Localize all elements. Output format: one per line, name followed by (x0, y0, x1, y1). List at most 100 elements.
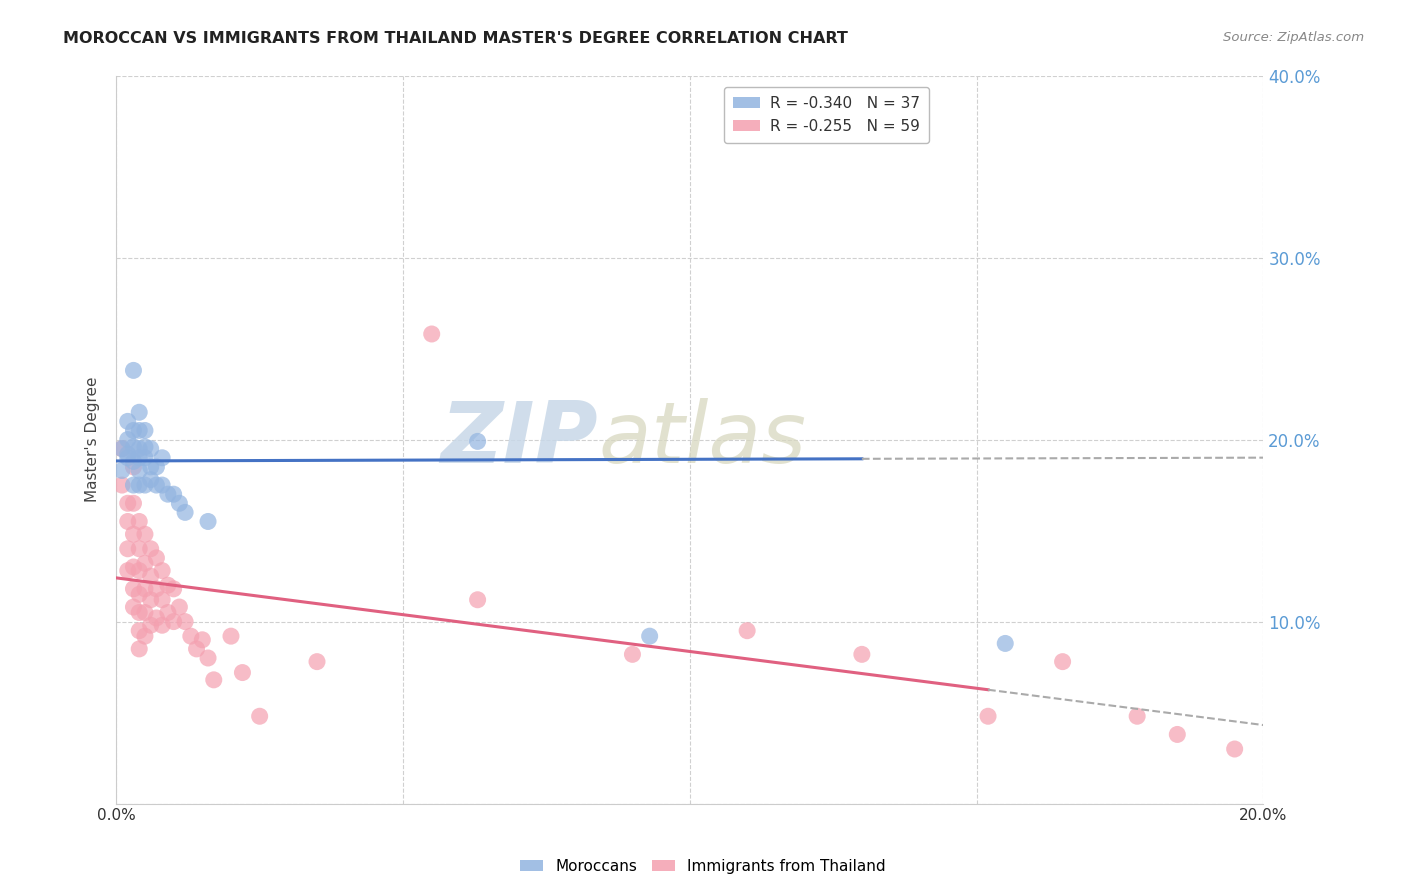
Point (122, 496, 145, 510)
Point (139, 473, 162, 487)
Point (839, 90, 862, 104)
Point (117, 515, 139, 529)
Point (128, 541, 150, 556)
Point (1126, 709, 1149, 723)
Point (117, 541, 139, 556)
Point (122, 440, 145, 454)
Point (180, 629, 202, 643)
Point (162, 615, 184, 629)
Point (128, 424, 150, 438)
Point (122, 560, 145, 574)
Text: atlas: atlas (598, 398, 806, 481)
Point (134, 478, 156, 492)
Point (186, 641, 208, 656)
Point (134, 629, 156, 643)
Point (145, 582, 167, 596)
Point (128, 405, 150, 419)
Point (117, 564, 139, 578)
Point (128, 587, 150, 601)
Point (162, 582, 184, 596)
Point (111, 442, 134, 456)
Point (139, 569, 162, 583)
Point (156, 487, 179, 501)
Point (122, 582, 145, 596)
Point (174, 505, 197, 519)
Point (128, 624, 150, 638)
Point (145, 478, 167, 492)
Point (162, 487, 184, 501)
Text: Source: ZipAtlas.com: Source: ZipAtlas.com (1223, 31, 1364, 45)
Point (111, 478, 134, 492)
Point (139, 592, 162, 607)
Point (305, 655, 328, 669)
Point (134, 606, 156, 620)
Point (139, 459, 162, 474)
Point (117, 414, 139, 428)
Point (169, 600, 191, 615)
Point (156, 606, 179, 620)
Point (128, 442, 150, 456)
Point (117, 496, 139, 510)
Point (134, 527, 156, 541)
Point (122, 478, 145, 492)
Point (420, 326, 443, 341)
Point (231, 665, 253, 680)
Point (977, 709, 1000, 723)
Point (134, 450, 156, 465)
Point (145, 611, 167, 625)
Point (150, 592, 173, 607)
Point (128, 564, 150, 578)
Point (139, 442, 162, 456)
Point (249, 709, 271, 723)
Point (128, 641, 150, 656)
Point (128, 478, 150, 492)
Point (122, 459, 145, 474)
Text: MOROCCAN VS IMMIGRANTS FROM THAILAND MASTER'S DEGREE CORRELATION CHART: MOROCCAN VS IMMIGRANTS FROM THAILAND MAS… (63, 31, 848, 46)
Point (122, 424, 145, 438)
Point (117, 433, 139, 447)
Point (117, 447, 139, 461)
Point (735, 624, 758, 638)
Point (1223, 742, 1246, 756)
Point (150, 450, 173, 465)
Point (111, 463, 134, 477)
Point (174, 615, 197, 629)
Point (134, 440, 156, 454)
Point (122, 454, 145, 468)
Point (117, 450, 139, 465)
Point (134, 557, 156, 571)
Point (145, 459, 167, 474)
Point (191, 632, 214, 647)
Point (467, 592, 489, 607)
Legend: R = -0.340   N = 37, R = -0.255   N = 59: R = -0.340 N = 37, R = -0.255 N = 59 (724, 87, 929, 143)
Point (994, 636, 1017, 650)
Point (156, 578, 179, 592)
Point (122, 600, 145, 615)
Point (134, 424, 156, 438)
Y-axis label: Master's Degree: Master's Degree (86, 376, 100, 502)
Point (1166, 727, 1188, 741)
Point (111, 442, 134, 456)
Point (621, 648, 644, 662)
Point (128, 515, 150, 529)
Point (202, 673, 225, 687)
Point (145, 550, 167, 565)
Point (150, 478, 173, 492)
Point (851, 648, 873, 662)
Point (197, 651, 219, 665)
Point (139, 541, 162, 556)
Point (197, 515, 219, 529)
Point (134, 582, 156, 596)
Point (150, 564, 173, 578)
Text: ZIP: ZIP (440, 398, 598, 481)
Point (169, 496, 191, 510)
Point (467, 434, 489, 449)
Point (128, 463, 150, 477)
Point (638, 629, 661, 643)
Point (128, 606, 150, 620)
Point (128, 450, 150, 465)
Legend: Moroccans, Immigrants from Thailand: Moroccans, Immigrants from Thailand (513, 853, 893, 880)
Point (1052, 655, 1074, 669)
Point (122, 527, 145, 541)
Point (150, 618, 173, 632)
